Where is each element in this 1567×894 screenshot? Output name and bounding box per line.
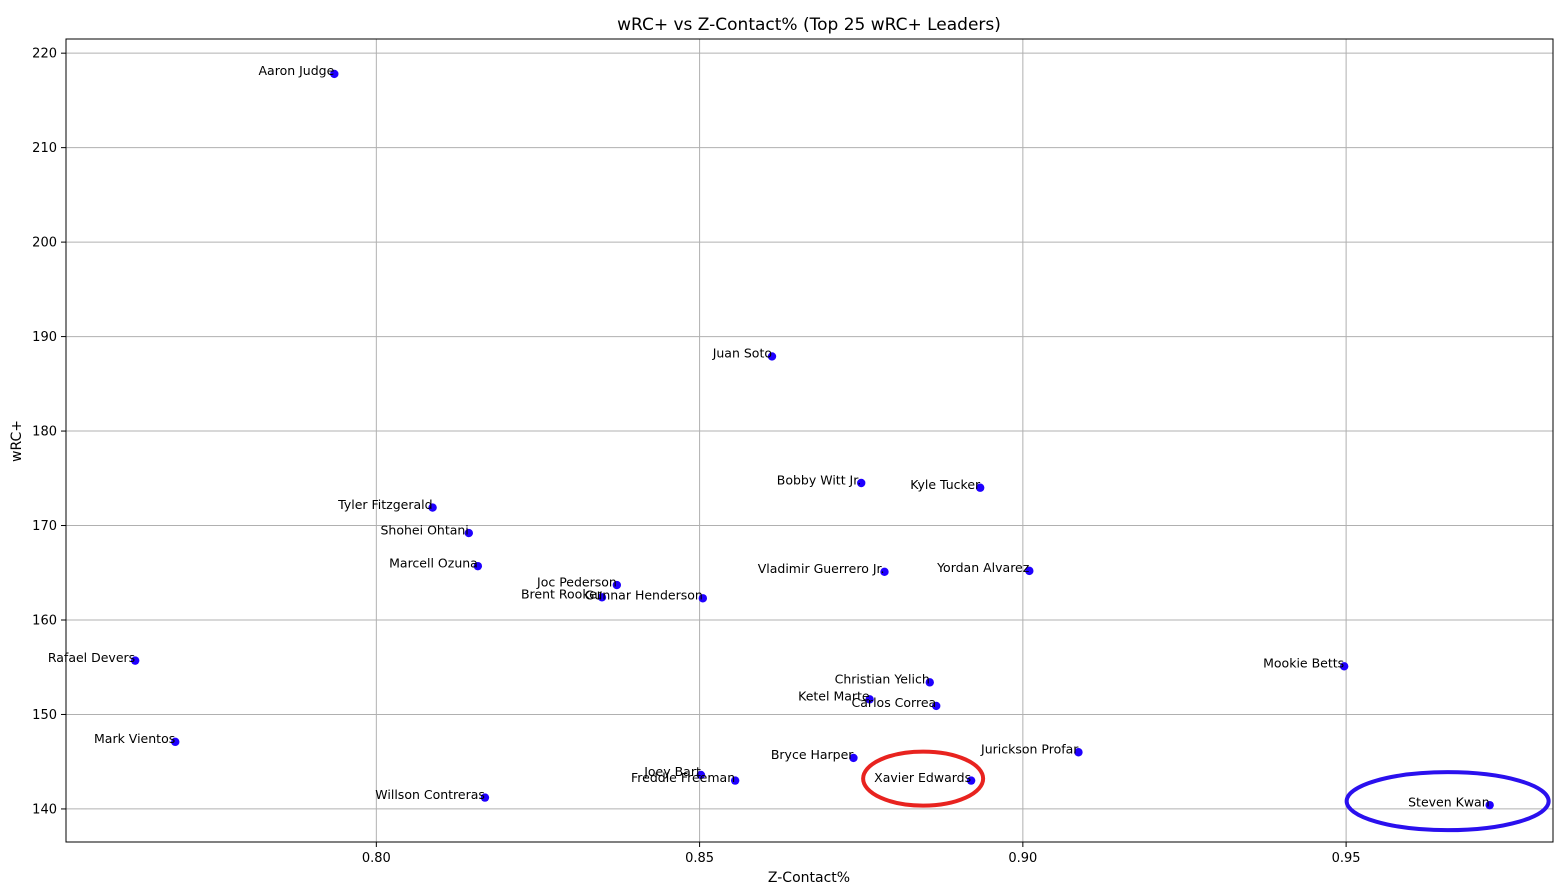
- data-point: [696, 770, 706, 780]
- axis-ticks: 0.80 0.85 0.90 0.95 140 150 160 170 180 190 200 210…: [32, 47, 1360, 866]
- data-point: [1074, 748, 1083, 757]
- highlight-ellipse: [1344, 770, 1551, 833]
- highlight-ellipse: [861, 749, 986, 808]
- data-point: [171, 737, 180, 747]
- data-point: [330, 69, 339, 79]
- data-point: [966, 776, 976, 785]
- data-point: [975, 483, 985, 492]
- data-point: [767, 352, 777, 361]
- point-label: Mark Vientos: [94, 731, 175, 746]
- data-point: [865, 695, 874, 704]
- y-tick-label: 180: [32, 425, 57, 440]
- point-label: Marcell Ozuna: [389, 555, 478, 570]
- point-label: Yordan Alvarez: [936, 560, 1030, 575]
- data-point: [428, 503, 437, 512]
- point-label: Brent Rooker: [521, 587, 603, 602]
- point-label: Joey Bart: [643, 764, 701, 779]
- y-tick-label: 150: [32, 708, 57, 723]
- data-point: [730, 776, 740, 785]
- point-label: Bobby Witt Jr.: [777, 472, 861, 487]
- point-label: Carlos Correa: [852, 695, 937, 710]
- data-point: [597, 593, 607, 602]
- data-point: [857, 478, 866, 488]
- y-tick-label: 210: [32, 141, 57, 156]
- y-tick-label: 190: [32, 330, 57, 345]
- point-label: Mookie Betts: [1263, 656, 1344, 671]
- point-label: Joc Pederson: [536, 574, 617, 589]
- point-label: Jurickson Profar: [980, 742, 1079, 757]
- point-label: Shohei Ohtani: [381, 522, 469, 537]
- chart-title: wRC+ vs Z-Contact% (Top 25 wRC+ Leaders): [617, 15, 1001, 35]
- x-tick-label: 0.95: [1332, 851, 1361, 866]
- x-tick-label: 0.85: [685, 851, 714, 866]
- point-label: Tyler Fitzgerald: [337, 497, 432, 512]
- point-label: Aaron Judge: [259, 63, 335, 78]
- y-axis-label: wRC+: [9, 420, 25, 462]
- y-tick-label: 170: [32, 519, 57, 534]
- x-tick-label: 0.80: [362, 851, 391, 866]
- data-point: [473, 561, 483, 571]
- point-label: Xavier Edwards: [874, 770, 971, 785]
- data-point: [925, 678, 934, 687]
- point-label: Kyle Tucker: [910, 477, 981, 492]
- data-point: [130, 656, 140, 665]
- point-labels: Aaron Judge Juan Soto Bobby Witt Jr. Kyle T…: [48, 63, 1490, 809]
- data-point: [1025, 566, 1034, 576]
- data-point: [612, 580, 622, 590]
- point-label: Gunnar Henderson: [585, 588, 703, 603]
- point-label: Willson Contreras: [375, 787, 485, 802]
- data-point: [1339, 662, 1349, 671]
- data-point: [932, 701, 941, 711]
- point-label: Vladimir Guerrero Jr.: [758, 561, 885, 576]
- data-point: [480, 793, 490, 802]
- point-label: Ketel Marte: [798, 689, 870, 704]
- highlight-ellipses: [861, 749, 1551, 833]
- y-tick-label: 160: [32, 613, 57, 628]
- data-point: [849, 753, 858, 763]
- point-label: Steven Kwan: [1408, 794, 1490, 809]
- y-tick-label: 200: [32, 236, 57, 251]
- data-points: [130, 69, 1494, 810]
- y-tick-label: 140: [32, 802, 57, 817]
- y-tick-label: 220: [32, 47, 57, 62]
- point-label: Juan Soto: [712, 346, 772, 361]
- data-point: [464, 528, 473, 538]
- point-label: Bryce Harper: [771, 747, 854, 762]
- grid-lines: [66, 39, 1553, 842]
- data-point: [1485, 800, 1494, 810]
- plot-area-frame: [65, 38, 1554, 843]
- x-tick-label: 0.90: [1008, 851, 1037, 866]
- data-point: [880, 567, 889, 577]
- point-label: Christian Yelich: [835, 672, 930, 687]
- data-point: [698, 594, 708, 603]
- point-label: Freddie Freeman: [631, 770, 735, 785]
- point-label: Rafael Devers: [48, 650, 135, 665]
- x-axis-label: Z-Contact%: [768, 870, 850, 886]
